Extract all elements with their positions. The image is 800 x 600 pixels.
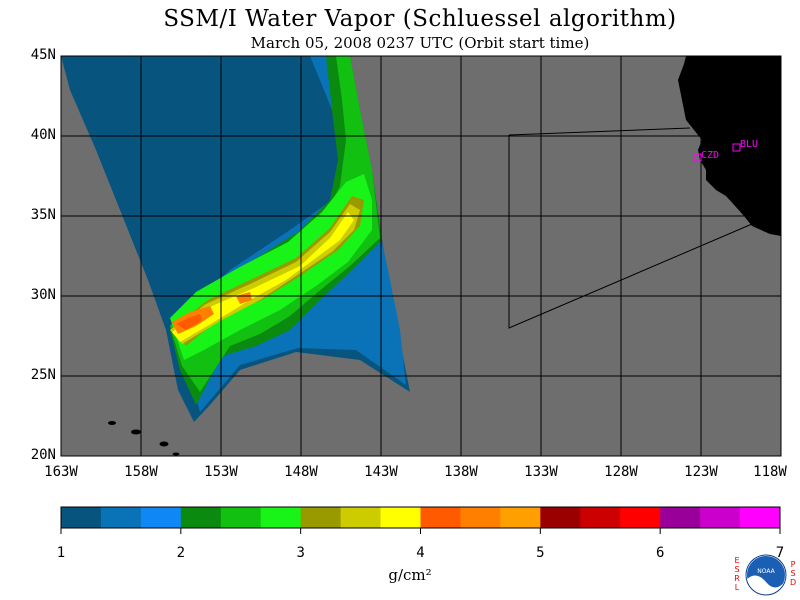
region-boundary-line — [508, 135, 753, 329]
lon-tick-163W: 163W — [44, 464, 78, 480]
lon-tick-128W: 128W — [604, 464, 638, 480]
swath-band-10 — [176, 314, 202, 330]
colorbar-label-6: 6 — [655, 545, 665, 561]
colorbar-label-2: 2 — [176, 545, 186, 561]
noaa-emblem-icon — [745, 554, 787, 597]
lon-tick-153W: 153W — [204, 464, 238, 480]
island-3 — [172, 452, 180, 456]
lat-tick-30N: 30N — [30, 287, 56, 303]
lat-tick-25N: 25N — [30, 367, 56, 383]
colorbar-label-1: 1 — [56, 545, 66, 561]
colorbar-label-3: 3 — [296, 545, 305, 561]
lat-tick-35N: 35N — [30, 207, 56, 223]
swath-band-7 — [172, 212, 354, 342]
lon-tick-123W: 123W — [684, 464, 718, 480]
lon-tick-138W: 138W — [444, 464, 478, 480]
logo-emblem-text: NOAA — [757, 568, 775, 575]
station-label-czd: CZD — [701, 150, 719, 161]
map-frame — [60, 55, 782, 457]
lon-tick-143W: 143W — [364, 464, 398, 480]
colorbar-unit: g/cm² — [388, 566, 432, 584]
island-2 — [159, 441, 169, 447]
swath-band-9 — [236, 292, 252, 304]
station-marker-czd — [693, 153, 702, 162]
lon-tick-118W: 118W — [753, 464, 787, 480]
colorbar-label-4: 4 — [416, 545, 425, 561]
station-marker-blu — [732, 143, 741, 152]
lon-tick-158W: 158W — [124, 464, 158, 480]
lon-tick-148W: 148W — [284, 464, 318, 480]
colorbar-label-5: 5 — [536, 545, 545, 561]
island-1 — [131, 429, 141, 435]
lon-tick-133W: 133W — [524, 464, 558, 480]
island-0 — [108, 421, 116, 425]
station-label-blu: BLU — [740, 139, 758, 150]
chart-subtitle: March 05, 2008 0237 UTC (Orbit start tim… — [250, 34, 590, 52]
california-land — [678, 56, 781, 236]
chart-title: SSM/I Water Vapor (Schluessel algorithm) — [163, 6, 677, 32]
region-boundary-top — [508, 127, 691, 136]
lat-tick-40N: 40N — [30, 127, 56, 143]
lat-tick-20N: 20N — [30, 447, 56, 463]
lat-tick-45N: 45N — [30, 47, 56, 63]
colorbar-label-7: 7 — [775, 545, 785, 561]
